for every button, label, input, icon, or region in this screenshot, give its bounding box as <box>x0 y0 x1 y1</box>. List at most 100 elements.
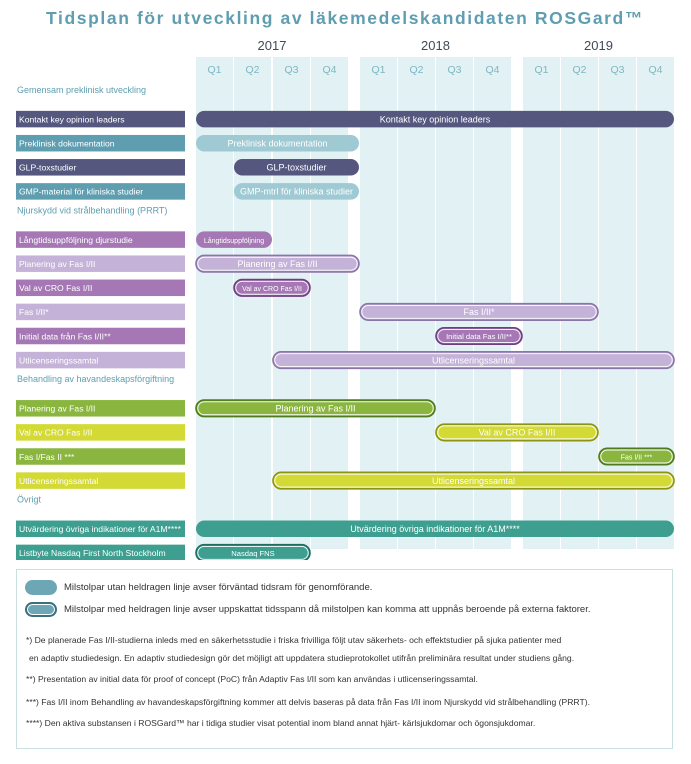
gantt-chart: Tidsplan för utveckling av läkemedelskan… <box>16 8 675 560</box>
row-label-box <box>16 134 185 152</box>
legend-text-expected: Milstolpar utan heldragen linje avser fö… <box>64 581 373 593</box>
row-label-box <box>16 472 185 489</box>
quarter-label: Q1 <box>534 64 548 76</box>
section-label: Övrigt <box>17 495 42 505</box>
year-label: 2019 <box>584 38 613 53</box>
gantt-bar <box>234 159 359 176</box>
gantt-bar-label: Planering av Fas I/II <box>237 259 317 269</box>
row-label: Fas I/II* <box>19 307 49 317</box>
quarter-label: Q4 <box>648 64 662 76</box>
row-label: Långtidsuppföljning djurstudie <box>19 235 133 245</box>
legend-item-estimated: Milstolpar med heldragen linje avser upp… <box>25 600 591 618</box>
quarter-column <box>196 57 233 549</box>
gantt-bar-inner-line <box>274 473 673 488</box>
gantt-bar-inner-line <box>600 449 673 464</box>
quarter-column <box>637 57 674 549</box>
row-label: GLP-toxstudier <box>19 163 76 173</box>
quarter-label: Q3 <box>284 64 298 76</box>
row-label-box <box>16 279 185 297</box>
gantt-bar <box>435 423 599 442</box>
row-label-box <box>16 110 185 128</box>
quarter-label: Q3 <box>610 64 624 76</box>
row-label-box <box>16 303 185 321</box>
gantt-bar <box>272 351 675 370</box>
row-label-box <box>16 183 185 200</box>
row-label-box <box>16 351 185 369</box>
quarter-column <box>599 57 636 549</box>
legend-box: Milstolpar utan heldragen linje avser fö… <box>16 569 673 749</box>
gantt-bar-label: Val av CRO Fas I/II <box>479 428 556 438</box>
section-label: Njurskydd vid strålbehandling (PRRT) <box>17 206 167 216</box>
gantt-bar-label: Fas I/II* <box>463 307 495 317</box>
row-label-box <box>16 255 185 272</box>
gantt-bar-inner-line <box>235 280 309 295</box>
gantt-bar <box>598 447 675 466</box>
gantt-bar <box>196 231 272 248</box>
quarter-column <box>234 57 271 549</box>
row-label-box <box>16 448 185 465</box>
gantt-bar-inner-line <box>197 256 358 271</box>
row-label: GMP-material för kliniska studier <box>19 187 143 197</box>
quarter-label: Q3 <box>447 64 461 76</box>
year-labels: 2017 2018 2019 <box>258 38 613 53</box>
legend-item-expected: Milstolpar utan heldragen linje avser fö… <box>25 578 372 596</box>
row-label-box <box>16 159 185 176</box>
quarter-label: Q1 <box>371 64 385 76</box>
year-label: 2017 <box>258 38 287 53</box>
gantt-bar-label: Initial data Fas I/II** <box>446 332 512 341</box>
gantt-bar-label: Fas I/II *** <box>621 455 653 462</box>
legend-swatch-plain <box>25 579 57 595</box>
quarter-label: Q2 <box>409 64 423 76</box>
legend-swatch-outlined <box>25 601 57 617</box>
section-label: Gemensam preklinisk utveckling <box>17 85 146 95</box>
gantt-bar <box>195 399 436 418</box>
row-label-box <box>16 231 185 248</box>
gantt-bar-label: Långtidsuppföljning <box>204 237 264 245</box>
row-label: Utlicenseringssamtal <box>19 355 98 365</box>
row-label: Fas I/Fas II *** <box>19 452 75 462</box>
quarter-labels: Q1 Q2 Q3 Q4 Q1 Q2 Q3 Q4 Q1 Q2 Q3 Q4 <box>207 64 662 76</box>
gantt-bar-label: Planering av Fas I/II <box>275 404 355 414</box>
footnote-2: **) Presentation av initial data för pro… <box>26 674 478 684</box>
gantt-bar <box>435 326 523 346</box>
gantt-bar <box>233 278 311 297</box>
year-label: 2018 <box>421 38 450 53</box>
row-label-box <box>16 424 185 441</box>
gantt-bar-label: GMP-mtrl för kliniska studier <box>240 187 353 197</box>
footnote-1b: en adaptiv studiedesign. En adaptiv stud… <box>29 653 575 663</box>
gantt-bar <box>196 520 674 538</box>
row-label: Preklinisk dokumentation <box>19 139 115 149</box>
section-label: Behandling av havandeskapsförgiftning <box>17 374 174 384</box>
gantt-bar-inner-line <box>197 546 309 560</box>
gantt-bar <box>234 183 359 200</box>
footnote-3: ***) Fas I/II inom Behandling av havande… <box>26 697 590 707</box>
footnote-4: ****) Den aktiva substansen i ROSGard™ h… <box>26 718 536 728</box>
gantt-rows: Gemensam preklinisk utveckling Kontakt ke… <box>16 85 675 560</box>
gantt-bar <box>196 110 674 128</box>
chart-title: Tidsplan för utveckling av läkemedelskan… <box>46 8 644 28</box>
gantt-bar-inner-line <box>197 401 434 416</box>
row-label: Val av CRO Fas I/II <box>19 428 92 438</box>
row-label-box <box>16 544 185 560</box>
quarter-label: Q2 <box>572 64 586 76</box>
quarter-label: Q4 <box>322 64 336 76</box>
row-label: Kontakt key opinion leaders <box>19 114 125 124</box>
gantt-bar <box>272 471 675 490</box>
gantt-bar <box>196 134 359 152</box>
quarter-label: Q1 <box>207 64 221 76</box>
gantt-bar <box>359 302 599 321</box>
row-label-box <box>16 327 185 345</box>
row-label: Utvärdering övriga indikationer för A1M*… <box>19 524 182 534</box>
gantt-bar-label: Kontakt key opinion leaders <box>380 114 491 124</box>
gantt-bar-label: Utvärdering övriga indikationer för A1M*… <box>350 524 520 534</box>
row-label: Val av CRO Fas I/II <box>19 283 92 293</box>
gantt-bar-inner-line <box>274 353 673 367</box>
gantt-bar-label: Nasdaq FNS <box>231 549 274 558</box>
footnote-1a: *) De planerade Fas I/II-studierna inled… <box>26 635 562 645</box>
row-label: Listbyte Nasdaq First North Stockholm <box>19 548 166 558</box>
gantt-bar-inner-line <box>437 329 521 343</box>
row-label: Planering av Fas I/II <box>19 259 95 269</box>
gantt-bar-label: Utlicenseringssamtal <box>432 476 515 486</box>
row-label-box <box>16 520 185 538</box>
gantt-bar-inner-line <box>437 425 597 440</box>
